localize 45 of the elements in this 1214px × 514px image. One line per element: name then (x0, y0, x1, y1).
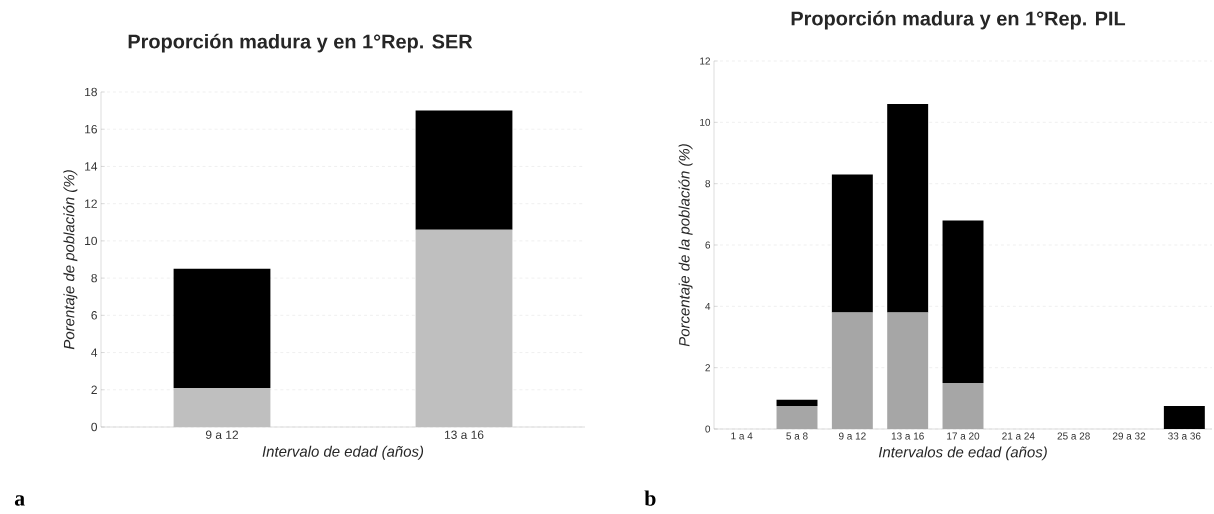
y-tick-label: 2 (91, 385, 97, 394)
y-tick-label: 12 (85, 199, 97, 208)
chart-title: Proporción madura y en 1°Rep. SER (128, 33, 473, 53)
y-tick-label: 4 (91, 348, 98, 357)
y-tick-label: 6 (91, 311, 97, 320)
y-axis-title: Porentaje de población (%) (63, 170, 78, 350)
x-tick-label: 21 a 24 (1002, 432, 1035, 440)
y-tick-label: 0 (705, 425, 711, 433)
x-tick-label: 29 a 32 (1112, 432, 1146, 440)
y-tick-label: 0 (91, 422, 98, 432)
y-tick-label: 4 (705, 302, 711, 310)
y-axis-title: Porcentaje de la población (%) (678, 144, 693, 347)
y-tick-label: 8 (705, 180, 711, 188)
y-tick-label: 10 (85, 236, 98, 246)
chart-title: Proporción madura y en 1°Rep. PIL (791, 10, 1126, 30)
bar (776, 399, 818, 406)
bar (173, 268, 271, 388)
x-tick-label: 1 a 4 (731, 432, 753, 440)
y-tick-label: 12 (700, 57, 710, 65)
text: b (644, 490, 656, 506)
bar (831, 174, 873, 313)
x-tick-label: 25 a 28 (1057, 432, 1090, 440)
y-tick-label: 16 (85, 124, 97, 134)
x-axis-title: Intervalo de edad (años) (262, 445, 424, 460)
y-tick-label: 8 (91, 273, 97, 283)
bar (942, 220, 984, 383)
x-tick-label: 13 a 16 (891, 432, 924, 440)
x-axis-title: Intervalos de edad (años) (878, 446, 1047, 461)
bar (887, 103, 929, 313)
x-tick-label: 9 a 12 (838, 432, 866, 440)
bar (1163, 406, 1205, 429)
y-tick-label: 2 (705, 364, 710, 372)
y-tick-label: 14 (85, 162, 98, 171)
y-tick-label: 18 (85, 87, 97, 97)
x-tick-label: 17 a 20 (947, 432, 980, 440)
x-tick-label: 9 a 12 (205, 430, 239, 439)
bar (173, 387, 271, 427)
y-tick-label: 10 (700, 118, 711, 126)
x-tick-label: 5 a 8 (786, 432, 808, 440)
x-tick-label: 33 a 36 (1168, 432, 1201, 440)
bar (415, 110, 513, 230)
text: a (14, 495, 25, 506)
bar (415, 229, 513, 427)
y-tick-label: 6 (705, 241, 711, 249)
x-tick-label: 13 a 16 (444, 430, 484, 439)
